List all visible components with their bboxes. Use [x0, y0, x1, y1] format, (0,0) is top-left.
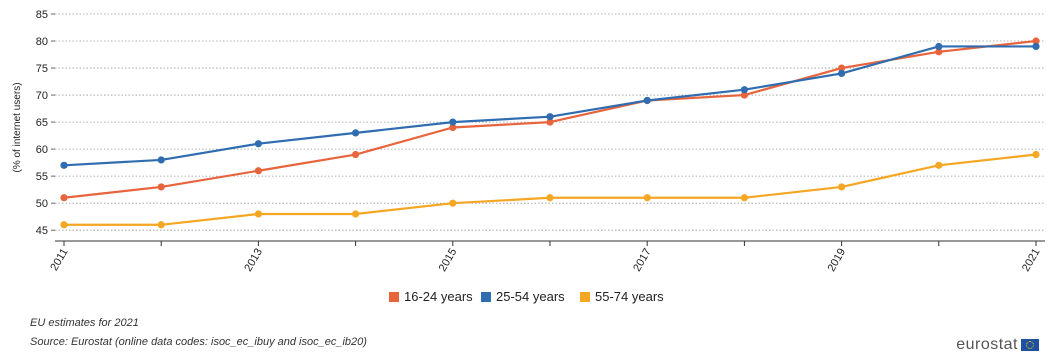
y-axis-ticks: 45 50 55 60 65 70 75 80 85: [36, 9, 55, 237]
data-point: [157, 221, 165, 229]
legend-swatch: [389, 292, 399, 302]
data-point: [157, 156, 165, 164]
x-tick-label: 2021: [1020, 247, 1043, 274]
data-point: [1032, 150, 1040, 159]
data-point: [740, 91, 749, 99]
series-line: [63, 45, 1036, 167]
data-point: [254, 140, 262, 148]
data-point: [1032, 37, 1040, 45]
logo-text: eurostat: [956, 336, 1018, 353]
series-25-54-years: [60, 42, 1040, 169]
eurostat-logo: eurostat: [956, 336, 1039, 354]
data-point: [546, 118, 554, 126]
data-point: [449, 118, 457, 126]
data-point: [352, 150, 360, 159]
footnote-source: Source: Eurostat (online data codes: iso…: [30, 336, 367, 348]
legend-swatch: [580, 292, 590, 302]
x-tick-label: 2013: [242, 247, 265, 274]
y-tick-label: 60: [36, 144, 48, 156]
data-point: [546, 113, 554, 121]
data-point: [838, 183, 846, 191]
y-tick-label: 65: [36, 117, 48, 129]
data-point: [157, 183, 165, 191]
data-point: [935, 48, 943, 56]
legend-item: 16-24 years: [389, 289, 473, 304]
x-tick-label: 2015: [437, 247, 460, 274]
legend-swatch: [481, 292, 491, 302]
y-tick-label: 80: [36, 36, 48, 48]
data-point: [643, 194, 651, 202]
y-tick-label: 75: [36, 63, 48, 75]
y-tick-label: 50: [36, 198, 48, 210]
data-point: [352, 129, 360, 137]
legend-item: 55-74 years: [580, 289, 664, 304]
footnote-estimates: EU estimates for 2021: [30, 317, 139, 329]
data-point: [1032, 42, 1040, 51]
data-point: [449, 199, 457, 207]
x-tick-label: 2011: [48, 247, 70, 273]
data-point: [60, 221, 68, 229]
data-point: [449, 123, 457, 132]
data-point: [740, 86, 749, 94]
legend-label: 55-74 years: [595, 289, 664, 304]
data-point: [352, 210, 360, 218]
data-point: [935, 161, 943, 169]
data-point: [254, 210, 262, 218]
data-point: [740, 194, 749, 202]
data-point: [60, 161, 68, 169]
eu-flag-icon: [1021, 339, 1039, 351]
legend-label: 25-54 years: [496, 289, 565, 304]
series-group: [60, 37, 1040, 229]
data-point: [60, 194, 68, 202]
series-55-74-years: [60, 150, 1040, 229]
legend-item: 25-54 years: [481, 289, 565, 304]
legend: 16-24 years 25-54 years 55-74 years: [389, 289, 664, 304]
y-tick-label: 45: [36, 225, 48, 237]
y-tick-label: 70: [36, 90, 48, 102]
data-point: [643, 96, 651, 105]
series-line: [64, 153, 1037, 226]
data-point: [546, 194, 554, 202]
legend-label: 16-24 years: [404, 289, 473, 304]
data-point: [935, 42, 943, 51]
y-axis-label: (% of internet users): [12, 82, 23, 172]
x-axis: 2011 2013 2015 2017 2019 2021: [48, 240, 1045, 274]
x-tick-label: 2017: [631, 247, 654, 274]
y-tick-label: 55: [36, 171, 48, 183]
y-tick-label: 85: [36, 9, 48, 21]
x-tick-label: 2019: [826, 247, 849, 274]
data-point: [254, 167, 262, 175]
data-point: [838, 69, 846, 78]
data-point: [838, 64, 846, 72]
